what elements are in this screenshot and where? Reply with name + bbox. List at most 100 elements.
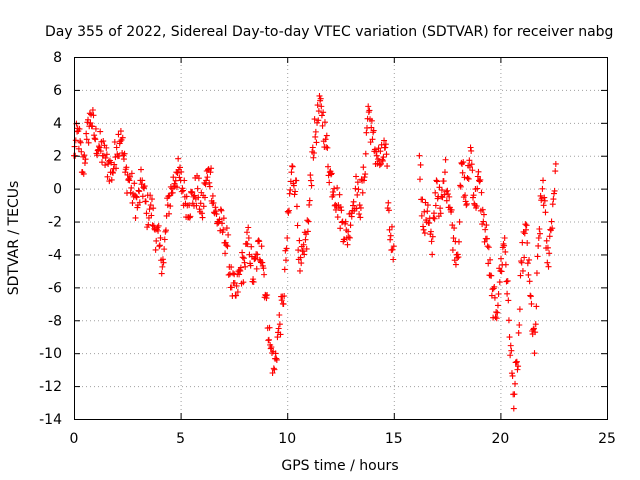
data-point [517, 272, 524, 279]
data-point [96, 144, 103, 151]
data-point [427, 228, 434, 235]
data-point [308, 182, 315, 189]
data-point [417, 161, 424, 168]
data-point [307, 177, 314, 184]
data-point [234, 288, 241, 295]
data-point [148, 196, 155, 203]
data-point [380, 154, 387, 161]
data-point [290, 182, 297, 189]
data-point [535, 242, 542, 249]
data-point [344, 241, 351, 248]
data-point [86, 110, 93, 117]
data-point [119, 134, 126, 141]
data-point [245, 235, 252, 241]
data-point [212, 208, 219, 215]
data-point [543, 237, 550, 244]
data-point [194, 185, 201, 192]
data-point [175, 155, 182, 162]
data-point [470, 192, 477, 199]
data-point [478, 189, 485, 196]
data-point [466, 157, 473, 164]
data-point [463, 200, 470, 207]
data-point [303, 245, 310, 252]
data-point [276, 321, 283, 328]
data-point [515, 363, 522, 370]
data-point [282, 257, 289, 264]
data-point [334, 214, 341, 221]
data-point [78, 148, 85, 155]
data-point [461, 174, 468, 181]
data-point [291, 191, 298, 198]
x-tick-labels: 0 5 10 15 20 25 [70, 431, 616, 447]
data-point [102, 154, 109, 161]
data-point [307, 172, 314, 179]
data-point [544, 244, 551, 251]
data-point [352, 185, 359, 192]
data-point [188, 189, 195, 196]
data-point [245, 224, 252, 231]
data-point [550, 196, 557, 203]
x-tick-label: 25 [598, 431, 616, 447]
data-point [250, 279, 257, 286]
data-point [239, 249, 246, 256]
data-point [502, 248, 509, 255]
data-point [219, 220, 226, 227]
data-point [85, 116, 92, 123]
data-point [273, 355, 280, 362]
data-point [251, 255, 258, 262]
data-point [469, 167, 476, 174]
data-point [284, 235, 291, 241]
data-point [140, 184, 147, 191]
data-point [463, 202, 470, 209]
data-point [92, 125, 99, 132]
data-point [434, 178, 441, 185]
data-point [428, 238, 435, 245]
y-tick-label: -2 [48, 215, 62, 231]
data-point [494, 302, 501, 309]
data-point [233, 282, 240, 289]
data-point [536, 230, 543, 237]
data-point [298, 260, 305, 267]
data-point [487, 256, 494, 263]
data-point [183, 193, 190, 200]
y-tick-label: -6 [48, 280, 62, 296]
data-point [389, 246, 396, 253]
data-point [544, 259, 551, 266]
data-point [324, 144, 331, 151]
data-point [286, 190, 293, 197]
data-point [301, 251, 308, 258]
y-tick-label: 0 [53, 182, 62, 198]
data-point [479, 206, 486, 213]
data-point [421, 230, 428, 237]
data-point [150, 205, 157, 212]
data-point [199, 214, 206, 221]
data-point [416, 152, 423, 159]
data-point [312, 128, 319, 135]
data-point [237, 267, 244, 274]
data-point [242, 263, 249, 270]
data-point [176, 164, 183, 171]
data-point [359, 189, 366, 196]
data-point [362, 150, 369, 157]
data-point [357, 204, 364, 211]
data-point [477, 176, 484, 183]
data-point [446, 193, 453, 200]
data-point [147, 192, 154, 199]
data-point [533, 270, 540, 277]
data-point [460, 159, 467, 166]
data-point [264, 292, 271, 299]
data-point [89, 107, 96, 114]
data-point [201, 194, 208, 201]
data-point [217, 206, 224, 213]
data-point [382, 144, 389, 151]
data-point [198, 210, 205, 217]
data-point [220, 215, 227, 222]
data-point [225, 271, 232, 278]
data-point [244, 241, 251, 248]
data-point [156, 243, 163, 250]
data-point [223, 225, 230, 232]
data-point [276, 311, 283, 318]
data-point [173, 184, 180, 191]
data-point [152, 246, 159, 253]
data-point [127, 173, 134, 180]
